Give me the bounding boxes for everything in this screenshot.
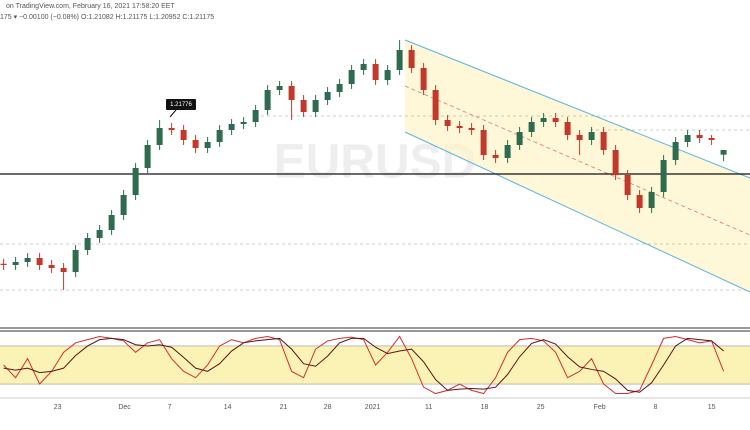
candle-body	[564, 122, 571, 135]
x-tick-label: 11	[425, 404, 432, 411]
x-tick-label: 2021	[365, 404, 381, 411]
candle-body	[456, 126, 463, 128]
candle-body	[48, 265, 55, 268]
candle-body	[516, 132, 523, 145]
candle-body	[420, 68, 427, 90]
x-tick-label: 8	[654, 404, 658, 411]
regression-channel	[405, 40, 750, 292]
candle-body	[348, 70, 355, 84]
x-tick-label: 15	[708, 404, 716, 411]
candle-body	[216, 130, 223, 142]
candle-body	[360, 64, 367, 70]
candle-body	[660, 160, 667, 192]
candle-body	[720, 150, 727, 155]
candle-body	[504, 145, 511, 158]
candle-body	[588, 132, 595, 140]
candle-body	[0, 263, 7, 265]
oscillator-line	[3, 335, 725, 395]
x-tick-label: Dec	[118, 404, 131, 411]
candle-body	[84, 238, 91, 250]
candle-body	[696, 135, 703, 138]
candle-body	[624, 175, 631, 195]
candle-body	[24, 258, 31, 262]
candle-body	[492, 155, 499, 158]
candle-body	[144, 145, 151, 168]
candle-body	[600, 132, 607, 150]
candle-body	[300, 100, 307, 112]
channel-lower	[404, 131, 750, 293]
candle-body	[576, 135, 583, 140]
candle-body	[108, 215, 115, 230]
candle-body	[384, 70, 391, 80]
price-tag: 1.21776	[166, 99, 196, 118]
x-tick-label: 23	[54, 404, 62, 411]
candle-body	[132, 168, 139, 195]
x-tick-label: 18	[481, 404, 489, 411]
price-tag-text: 1.21776	[170, 102, 192, 108]
candle-body	[12, 262, 19, 265]
price-tag-pointer	[169, 109, 177, 118]
candle-body	[36, 258, 43, 265]
candle-body	[168, 128, 175, 130]
candle-body	[468, 128, 475, 130]
candle-body	[636, 195, 643, 208]
x-tick-label: Feb	[594, 404, 606, 411]
candle-body	[648, 192, 655, 208]
candle-body	[204, 142, 211, 148]
candle-body	[540, 118, 547, 122]
candle-body	[276, 86, 283, 90]
x-tick-label: 14	[224, 404, 232, 411]
candle-body	[528, 122, 535, 132]
x-tick-label: 21	[280, 404, 288, 411]
candle-body	[552, 118, 559, 122]
candle-body	[444, 120, 451, 126]
candle-body	[708, 138, 715, 140]
candle-body	[612, 150, 619, 175]
candle-body	[252, 110, 259, 122]
oscillator-band	[0, 345, 750, 385]
candle-body	[324, 92, 331, 100]
candle-body	[672, 142, 679, 160]
candle-body	[192, 140, 199, 148]
candle-body	[180, 130, 187, 140]
candle-body	[60, 268, 67, 272]
oscillator-line	[3, 337, 724, 393]
candle-body	[480, 130, 487, 155]
channel-upper	[404, 39, 750, 179]
candle-body	[288, 86, 295, 100]
header-line: on TradingView.com, February 16, 2021 17…	[6, 3, 175, 10]
candle-body	[336, 84, 343, 92]
candle-body	[96, 230, 103, 238]
x-tick-label: 25	[537, 404, 545, 411]
candle-body	[228, 124, 235, 130]
header-line: 175 ▾ −0.00100 (−0.08%) O:1.21082 H:1.21…	[0, 14, 214, 21]
candle-body	[72, 250, 79, 272]
candle-body	[264, 90, 271, 110]
candle-body	[408, 50, 415, 68]
candle-body	[156, 128, 163, 145]
candle-body	[372, 64, 379, 80]
x-tick-label: 7	[168, 404, 172, 411]
candle-body	[120, 195, 127, 215]
candle-body	[312, 100, 319, 112]
candle-body	[240, 122, 247, 124]
x-tick-label: 28	[324, 404, 332, 411]
candle-body	[432, 90, 439, 120]
price-tag-box	[166, 99, 196, 110]
candle-body	[684, 135, 691, 142]
candle-body	[396, 50, 403, 70]
